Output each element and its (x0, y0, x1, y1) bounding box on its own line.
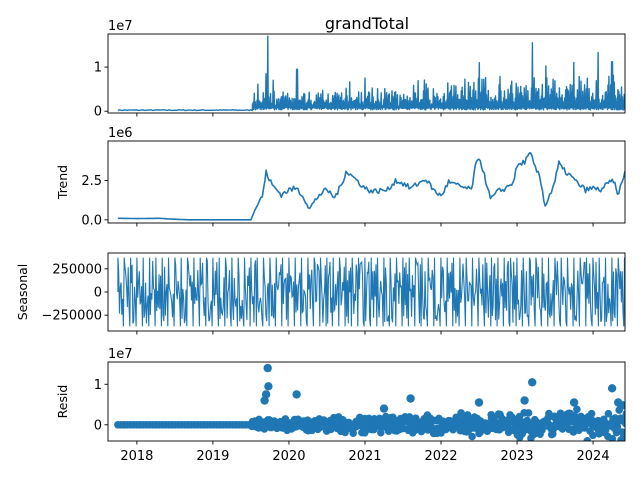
plot-area-observed (117, 35, 625, 112)
panel-resid: 0 1 2018 2019 2020 2021 2022 2023 2024 1e7 Resid (55, 347, 626, 464)
ylabel-trend: Trend (55, 165, 70, 200)
series-trend-line (117, 152, 625, 221)
resid-point (587, 409, 596, 418)
resid-point-outlier (261, 390, 271, 399)
axes-frame-resid (107, 361, 626, 442)
xtick-label: 2021 (348, 449, 381, 464)
ytick-label-seasonal: 250000 (52, 262, 102, 277)
resid-point (468, 432, 476, 441)
offset-label-observed: 1e7 (108, 19, 133, 34)
resid-point (549, 430, 557, 438)
ylabel-seasonal: Seasonal (15, 264, 30, 321)
resid-point-outlier (379, 404, 389, 413)
resid-point (612, 428, 621, 437)
axes-frame-trend (107, 140, 626, 224)
resid-point (613, 422, 622, 431)
resid-point (573, 405, 581, 414)
series-seasonal-line (117, 257, 625, 327)
resid-point (608, 435, 617, 441)
resid-point (558, 425, 567, 433)
series-observed-line (117, 35, 625, 112)
resid-point-outlier (263, 363, 272, 373)
resid-point-outlier (528, 378, 537, 387)
resid-point-outlier (406, 394, 415, 403)
ytick-label-resid: 1 (94, 378, 102, 393)
series-resid-markers (114, 363, 625, 441)
xtick-label: 2018 (120, 449, 153, 464)
plot-area-trend (117, 152, 625, 221)
resid-point (377, 428, 385, 437)
panel-trend: 0.0 2.5 1e6 Trend (55, 126, 626, 228)
ytick-label-seasonal: 0 (94, 286, 102, 301)
xtick-label: 2020 (272, 449, 305, 464)
ylabel-resid: Resid (55, 385, 70, 419)
resid-point (583, 437, 592, 441)
resid-point (622, 410, 625, 417)
xtick-label: 2024 (577, 449, 610, 464)
offset-label-resid: 1e7 (108, 347, 133, 362)
xtick-label: 2019 (196, 449, 229, 464)
ytick-label-seasonal: −250000 (41, 309, 102, 324)
plot-area-resid (114, 363, 625, 441)
resid-point (524, 409, 533, 417)
resid-point-outlier (474, 398, 484, 407)
resid-point (457, 409, 465, 417)
resid-point (620, 431, 625, 440)
plot-area-seasonal (117, 257, 625, 327)
figure-title: grandTotal (325, 14, 409, 33)
resid-point (384, 427, 393, 436)
xtick-label: 2023 (500, 449, 533, 464)
resid-point-outlier (569, 398, 579, 407)
resid-point (604, 409, 613, 418)
resid-point-outlier (292, 390, 301, 399)
ytick-label-observed: 0 (94, 105, 102, 120)
panel-seasonal: 250000 0 −250000 Seasonal (15, 252, 626, 335)
ytick-label-trend: 2.5 (81, 174, 102, 189)
offset-label-trend: 1e6 (108, 126, 133, 141)
resid-point (589, 431, 597, 440)
ytick-label-resid: 0 (94, 418, 102, 433)
xtick-label: 2022 (424, 449, 457, 464)
resid-point-outlier (607, 384, 617, 393)
panel-observed: 0 1 1e7 (94, 19, 626, 120)
resid-point (621, 419, 625, 428)
ytick-label-observed: 1 (94, 61, 102, 76)
ytick-label-trend: 0.0 (81, 213, 102, 228)
resid-point-outlier (264, 382, 273, 391)
resid-point (571, 412, 579, 420)
axes-frame-observed (107, 33, 626, 114)
resid-point (544, 414, 552, 422)
resid-point-outlier (520, 396, 529, 405)
resid-point-outlier (619, 401, 625, 410)
